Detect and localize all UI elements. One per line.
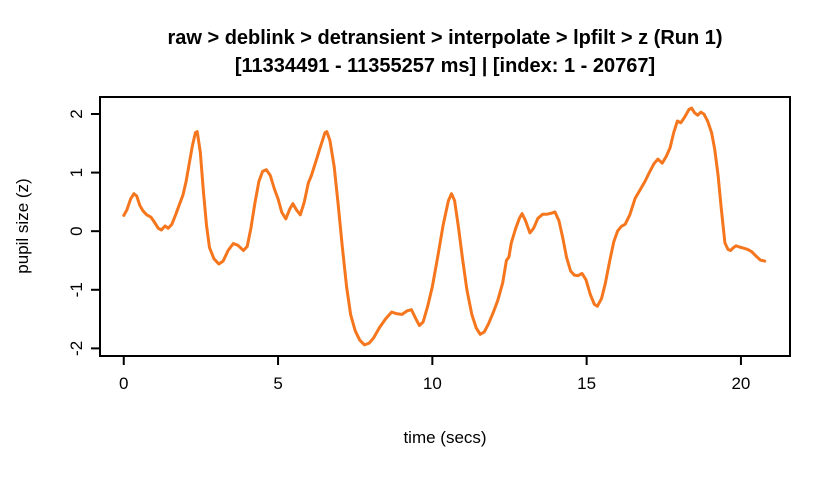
pupil-size-z-trace bbox=[122, 106, 767, 347]
x-tick-label: 10 bbox=[423, 374, 442, 393]
x-tick-label: 5 bbox=[273, 374, 282, 393]
plot-box bbox=[99, 96, 791, 357]
chart-title-line2: [11334491 - 11355257 ms] | [index: 1 - 2… bbox=[235, 55, 655, 77]
y-tick-label: 0 bbox=[67, 226, 86, 235]
y-tick-label: 1 bbox=[67, 168, 86, 177]
axes: 0 5 10 15 20 -2 -1 0 1 2 bbox=[67, 96, 791, 393]
x-tick-label: 15 bbox=[577, 374, 596, 393]
chart-title-line1: raw > deblink > detransient > interpolat… bbox=[167, 27, 722, 49]
y-tick-label: -1 bbox=[67, 282, 86, 297]
y-axis-label: pupil size (z) bbox=[13, 178, 32, 273]
data-series bbox=[122, 106, 767, 347]
x-axis-label: time (secs) bbox=[403, 428, 486, 447]
y-tick-label: -2 bbox=[67, 341, 86, 356]
x-tick-label: 0 bbox=[119, 374, 128, 393]
x-tick-label: 20 bbox=[731, 374, 750, 393]
y-tick-label: 2 bbox=[67, 109, 86, 118]
